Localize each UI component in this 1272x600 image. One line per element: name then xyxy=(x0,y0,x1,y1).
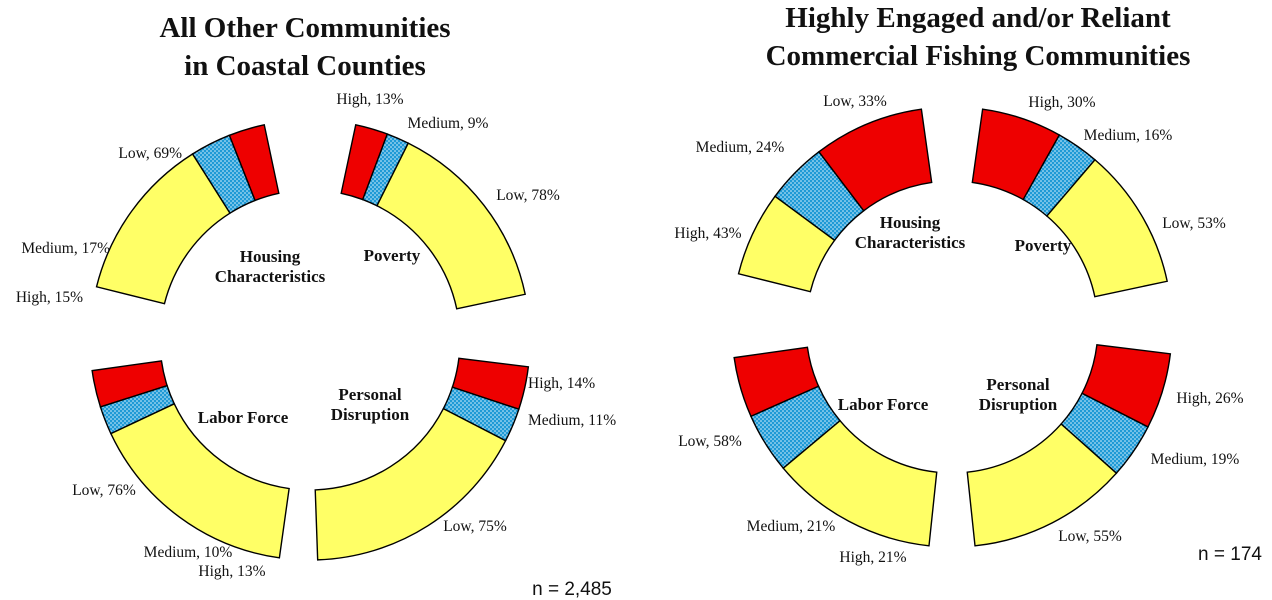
label-housing-characteristics-medium: Medium, 24% xyxy=(696,139,785,156)
segment-poverty-low xyxy=(1045,158,1169,298)
category-name-housing-characteristics-line-2: Characteristics xyxy=(855,233,966,252)
label-housing-characteristics-medium: Medium, 17% xyxy=(21,240,110,257)
label-labor-force-medium: Medium, 21% xyxy=(747,518,836,535)
label-poverty-medium: Medium, 9% xyxy=(408,115,489,132)
category-name-housing-characteristics-line-2: Characteristics xyxy=(215,267,326,286)
category-poverty: High, 30% Medium, 16% Low, 53% Poverty xyxy=(971,94,1226,298)
segment-housing-characteristics-medium xyxy=(774,150,865,242)
sample-size-label: n = 2,485 xyxy=(532,579,612,600)
category-housing-characteristics: High, 43% Medium, 24% Low, 33% HousingChara… xyxy=(674,93,966,293)
chart-highly-engaged-communities: Highly Engaged and/or Reliant Commercial … xyxy=(674,2,1262,566)
segment-labor-force-high xyxy=(91,360,168,408)
category-name-labor-force-line-1: Labor Force xyxy=(198,408,289,427)
chart-title-line-2: Commercial Fishing Communities xyxy=(766,40,1191,72)
label-poverty-low: Low, 78% xyxy=(496,187,560,204)
category-name-personal-disruption-line-1: Personal xyxy=(338,385,402,404)
label-housing-characteristics-low: Low, 33% xyxy=(823,93,887,110)
label-personal-disruption-medium: Medium, 19% xyxy=(1151,451,1240,468)
category-personal-disruption: High, 14% Medium, 11% Low, 75% PersonalDisr… xyxy=(314,357,616,561)
category-poverty: High, 13% Medium, 9% Low, 78% Poverty xyxy=(336,91,560,310)
category-name-poverty-line-1: Poverty xyxy=(1015,236,1072,255)
segment-personal-disruption-low xyxy=(314,407,507,561)
chart-title-line-1: All Other Communities xyxy=(159,12,450,44)
segment-housing-characteristics-high xyxy=(817,108,933,212)
label-poverty-low: Low, 53% xyxy=(1162,215,1226,232)
segment-housing-characteristics-medium xyxy=(191,134,256,215)
label-poverty-medium: Medium, 16% xyxy=(1084,127,1173,144)
segment-labor-force-low xyxy=(782,419,938,547)
label-personal-disruption-medium: Medium, 11% xyxy=(528,412,616,429)
label-personal-disruption-low: Low, 55% xyxy=(1058,528,1122,545)
label-housing-characteristics-high: High, 15% xyxy=(16,289,83,306)
category-name-poverty-line-1: Poverty xyxy=(364,246,421,265)
category-labor-force: High, 13% Medium, 10% Low, 76% Labor Force xyxy=(72,360,290,580)
label-labor-force-medium: Medium, 10% xyxy=(144,544,233,561)
chart-title-line-1: Highly Engaged and/or Reliant xyxy=(785,2,1171,34)
label-housing-characteristics-high: High, 43% xyxy=(674,225,741,242)
category-personal-disruption: High, 26% Medium, 19% Low, 55% PersonalDisr… xyxy=(966,344,1244,547)
segment-housing-characteristics-low xyxy=(95,153,231,305)
segment-labor-force-medium xyxy=(750,385,842,470)
category-housing-characteristics: High, 15% Medium, 17% Low, 69% HousingChara… xyxy=(16,123,326,306)
segment-labor-force-high xyxy=(733,346,820,418)
label-housing-characteristics-low: Low, 69% xyxy=(118,145,182,162)
segment-housing-characteristics-low xyxy=(737,195,836,293)
category-name-personal-disruption-line-1: Personal xyxy=(986,375,1050,394)
label-personal-disruption-low: Low, 75% xyxy=(443,518,507,535)
segment-personal-disruption-low xyxy=(966,423,1118,547)
label-labor-force-high: High, 13% xyxy=(198,563,265,580)
category-name-personal-disruption-line-2: Disruption xyxy=(331,405,410,424)
segment-labor-force-low xyxy=(109,402,290,559)
label-labor-force-low: Low, 58% xyxy=(678,433,742,450)
label-poverty-high: High, 30% xyxy=(1028,94,1095,111)
label-personal-disruption-high: High, 26% xyxy=(1176,390,1243,407)
chart-title-line-2: in Coastal Counties xyxy=(184,50,426,82)
label-personal-disruption-high: High, 14% xyxy=(528,375,595,392)
sample-size-label: n = 174 xyxy=(1198,544,1262,565)
chart-all-other-communities: All Other Communities in Coastal Counties… xyxy=(16,12,616,600)
segment-labor-force-medium xyxy=(99,384,176,435)
label-labor-force-high: High, 21% xyxy=(839,549,906,566)
category-name-labor-force-line-1: Labor Force xyxy=(838,395,929,414)
category-labor-force: High, 21%Medium, 21% Low, 58% Labor Force xyxy=(678,346,938,566)
segment-housing-characteristics-high xyxy=(228,123,280,202)
category-name-housing-characteristics-line-1: Housing xyxy=(880,213,941,232)
category-name-housing-characteristics-line-1: Housing xyxy=(240,247,301,266)
label-labor-force-low: Low, 76% xyxy=(72,482,136,499)
segment-poverty-low xyxy=(376,142,527,310)
category-name-personal-disruption-line-2: Disruption xyxy=(979,395,1058,414)
label-poverty-high: High, 13% xyxy=(336,91,403,108)
